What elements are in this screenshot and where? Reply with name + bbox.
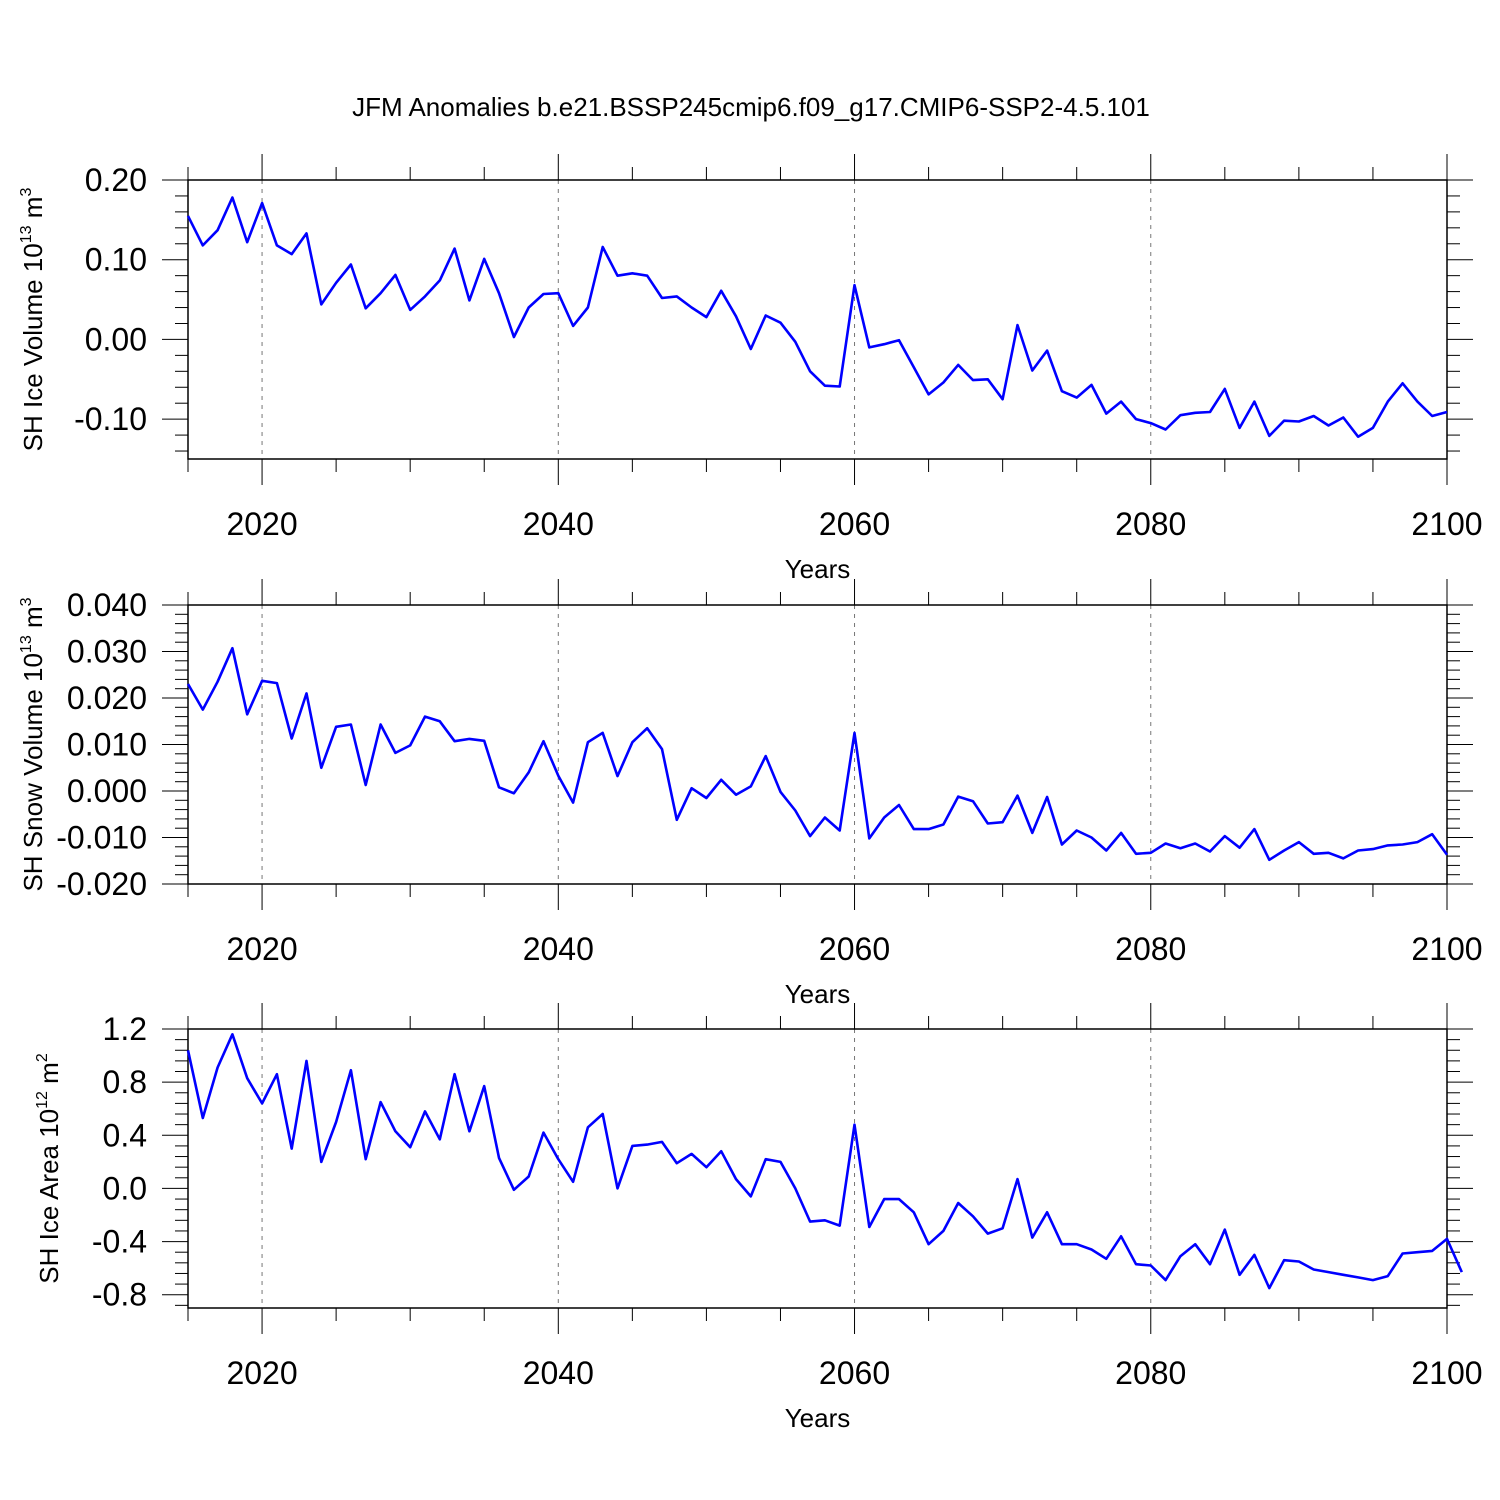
x-tick-label: 2100 (1411, 506, 1482, 542)
x-tick-label: 2060 (819, 506, 890, 542)
series-line (186, 1033, 1463, 1290)
y-tick-label: 0.020 (67, 680, 147, 716)
y-tick-label: 0.8 (103, 1064, 147, 1100)
y-tick-label: 0.10 (85, 242, 147, 278)
x-tick-label: 2060 (819, 931, 890, 967)
x-tick-label: 2100 (1411, 1355, 1482, 1391)
plot-frame (187, 179, 1448, 460)
y-tick-label: 0.4 (103, 1117, 147, 1153)
y-tick-label: -0.010 (56, 820, 147, 856)
y-tick-label: 0.040 (67, 587, 147, 623)
y-tick-label: -0.10 (74, 401, 147, 437)
x-tick-label: 2040 (523, 1355, 594, 1391)
x-tick-label: 2100 (1411, 931, 1482, 967)
chart-panel-3: 2020 2040 2060 2080 2100 Years 1.2 0.8 0.4 0.0 -0.… (34, 1003, 1483, 1433)
y-tick-label: 0.010 (67, 727, 147, 763)
y-tick-label: 0.000 (67, 773, 147, 809)
x-tick-label: 2040 (523, 931, 594, 967)
chart-panel-2: 2020 2040 2060 2080 2100 Years 0.040 0.030 0.020… (18, 579, 1483, 1009)
y-tick-label: -0.4 (92, 1224, 147, 1260)
x-tick-label: 2060 (819, 1355, 890, 1391)
plot-frame (187, 1028, 1448, 1309)
y-tick-label: 0.20 (85, 162, 147, 198)
x-tick-label: 2080 (1115, 1355, 1186, 1391)
x-tick-label: 2020 (226, 506, 297, 542)
y-axis-label: SH Ice Area 1012 m2 (34, 1053, 64, 1284)
series-line (186, 646, 1449, 862)
x-axis-label: Years (785, 554, 851, 584)
x-tick-label: 2080 (1115, 506, 1186, 542)
y-tick-label: 1.2 (103, 1011, 147, 1047)
x-tick-label: 2040 (523, 506, 594, 542)
series-line (186, 196, 1448, 439)
y-tick-label: -0.8 (92, 1277, 147, 1313)
x-tick-label: 2020 (226, 931, 297, 967)
x-axis-label: Years (785, 1403, 851, 1433)
y-tick-label: 0.0 (103, 1170, 147, 1206)
y-axis-label: SH Ice Volume 1013 m3 (18, 188, 48, 452)
y-tick-label: -0.020 (56, 866, 147, 902)
x-axis-label: Years (785, 979, 851, 1009)
y-tick-label: 0.00 (85, 321, 147, 357)
x-tick-label: 2020 (226, 1355, 297, 1391)
x-tick-label: 2080 (1115, 931, 1186, 967)
y-tick-label: 0.030 (67, 634, 147, 670)
figure-title: JFM Anomalies b.e21.BSSP245cmip6.f09_g17… (352, 92, 1150, 122)
chart-panel-1: 2020 2040 2060 2080 2100 Years 0.20 0.10 0.00 -0.… (18, 154, 1483, 584)
y-axis-label: SH Snow Volume 1013 m3 (18, 597, 48, 891)
